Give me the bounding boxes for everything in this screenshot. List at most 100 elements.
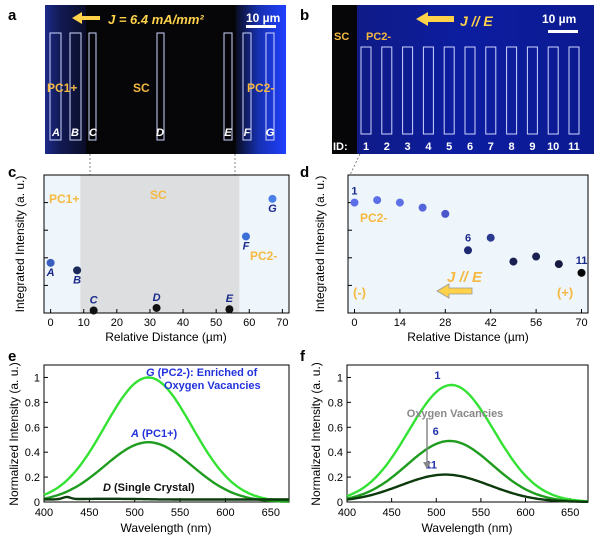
sc-shaded-region (80, 175, 240, 313)
data-point (152, 303, 161, 312)
data-point (241, 232, 250, 241)
measurement-box-7 (485, 46, 497, 135)
data-point (577, 268, 586, 277)
data-point (268, 194, 277, 203)
e-label-d-prefix: D (103, 482, 111, 494)
y-tick-label: 0.2 (25, 472, 40, 484)
x-tick-label: 650 (561, 507, 579, 519)
x-tick-label: 500 (427, 507, 445, 519)
y-tick-label: 0.4 (328, 447, 343, 459)
d-xlabel: Relative Distance (µm) (407, 330, 529, 344)
panel-letter-a: a (8, 7, 17, 24)
data-point (350, 198, 359, 207)
x-tick-label: 56 (530, 317, 542, 329)
panel-letter-d: d (300, 164, 309, 181)
box-id-9: 9 (529, 141, 535, 153)
e-label-a-prefix: A (130, 428, 139, 440)
x-tick-label: 10 (78, 317, 90, 329)
e-label-g-line2: Oxygen Vacancies (164, 380, 261, 392)
x-tick-label: 600 (516, 507, 534, 519)
f-xlabel: Wavelength (nm) (422, 521, 513, 535)
e-label-g: G (PC2-): Enriched of (146, 367, 258, 379)
spectrum-line (43, 441, 290, 503)
box-id-8: 8 (509, 141, 515, 153)
spectrum-line (346, 473, 588, 503)
point-label-E: E (226, 293, 234, 305)
x-tick-label: 500 (126, 507, 144, 519)
x-tick-label: 42 (485, 317, 497, 329)
box-label-G: G (266, 127, 275, 139)
measurement-box-10 (547, 46, 559, 135)
box-id-3: 3 (405, 141, 411, 153)
e-label-a-rest: (PC1+) (139, 428, 178, 440)
x-tick-label: 450 (382, 507, 400, 519)
id-prefix: ID: (333, 141, 348, 153)
data-point (441, 209, 450, 218)
box-label-D: D (156, 127, 164, 139)
data-point (73, 266, 82, 275)
spectrum-line (43, 376, 289, 501)
x-tick-label: 50 (210, 317, 222, 329)
box-id-7: 7 (488, 141, 494, 153)
current-label-a: J = 6.4 mA/mm² (108, 12, 204, 27)
d-minus: (-) (353, 285, 366, 300)
scalebar-a: 10 µm (246, 11, 280, 25)
x-tick-label: 400 (338, 507, 356, 519)
x-tick-label: 600 (216, 507, 234, 519)
region-label-pc2-b: PC2- (366, 31, 391, 43)
e-label-d: D (Single Crystal) (103, 482, 195, 494)
scalebar-b: 10 µm (542, 12, 576, 26)
x-tick-label: 0 (351, 317, 357, 329)
point-label-A: A (46, 267, 55, 279)
c-ylabel-line1: Integrated Intensity (a. u.) (13, 176, 27, 313)
data-point (418, 203, 427, 212)
box-id-10: 10 (547, 141, 559, 153)
curve-label-6: 6 (433, 426, 439, 438)
data-point (554, 260, 563, 269)
x-tick-label: 650 (262, 507, 280, 519)
micrograph-b: J // E 10 µm SC PC2- ID: 1 2 3 4 5 6 7 8 9 10 11 (332, 5, 594, 154)
region-label-sc-b: SC (334, 31, 349, 43)
measurement-box-2 (381, 46, 393, 135)
y-tick-label: 0.8 (328, 397, 343, 409)
x-tick-label: 14 (394, 317, 406, 329)
box-label-B: B (71, 127, 79, 139)
curve-label-11: 11 (425, 460, 437, 472)
point-label-C: C (90, 294, 99, 306)
chart-d: PC2- J // E (-) (+) 0 14 28 42 56 70 1 6 11 Rel… (313, 174, 589, 344)
box-id-5: 5 (446, 141, 452, 153)
e-label-g-prefix: G (146, 367, 155, 379)
measurement-box-6 (464, 46, 476, 135)
x-tick-label: 20 (111, 317, 123, 329)
x-tick-label: 40 (177, 317, 189, 329)
box-label-A: A (51, 127, 60, 139)
box-label-E: E (224, 127, 232, 139)
d-arrow-label: J // E (447, 269, 483, 286)
current-label-b: J // E (460, 13, 493, 29)
data-point (395, 198, 404, 207)
panel-letter-e: e (8, 348, 16, 365)
measurement-box-8 (506, 46, 518, 135)
y-tick-label: 0.6 (328, 422, 343, 434)
e-label-a: A (PC1+) (130, 428, 177, 440)
point-label-1: 1 (351, 186, 357, 198)
measurement-box-11 (568, 46, 580, 135)
measurement-box-5 (443, 46, 455, 135)
box-id-11: 11 (568, 141, 580, 153)
x-tick-label: 550 (472, 507, 490, 519)
point-label-F: F (243, 240, 250, 252)
x-tick-label: 70 (276, 317, 288, 329)
e-xlabel: Wavelength (nm) (121, 521, 212, 535)
spectrum-line (346, 439, 589, 503)
point-label-6: 6 (465, 232, 471, 244)
spectrum-line (346, 383, 589, 503)
data-point (532, 252, 541, 261)
y-tick-label: 0.2 (328, 472, 343, 484)
e-ylabel: Normalized Intensity (a. u.) (7, 362, 21, 505)
data-point (225, 305, 234, 314)
curve-label-1: 1 (434, 370, 440, 382)
point-label-D: D (153, 292, 161, 304)
e-label-g-rest: (PC2-): Enriched of (155, 367, 258, 379)
box-id-2: 2 (384, 141, 390, 153)
